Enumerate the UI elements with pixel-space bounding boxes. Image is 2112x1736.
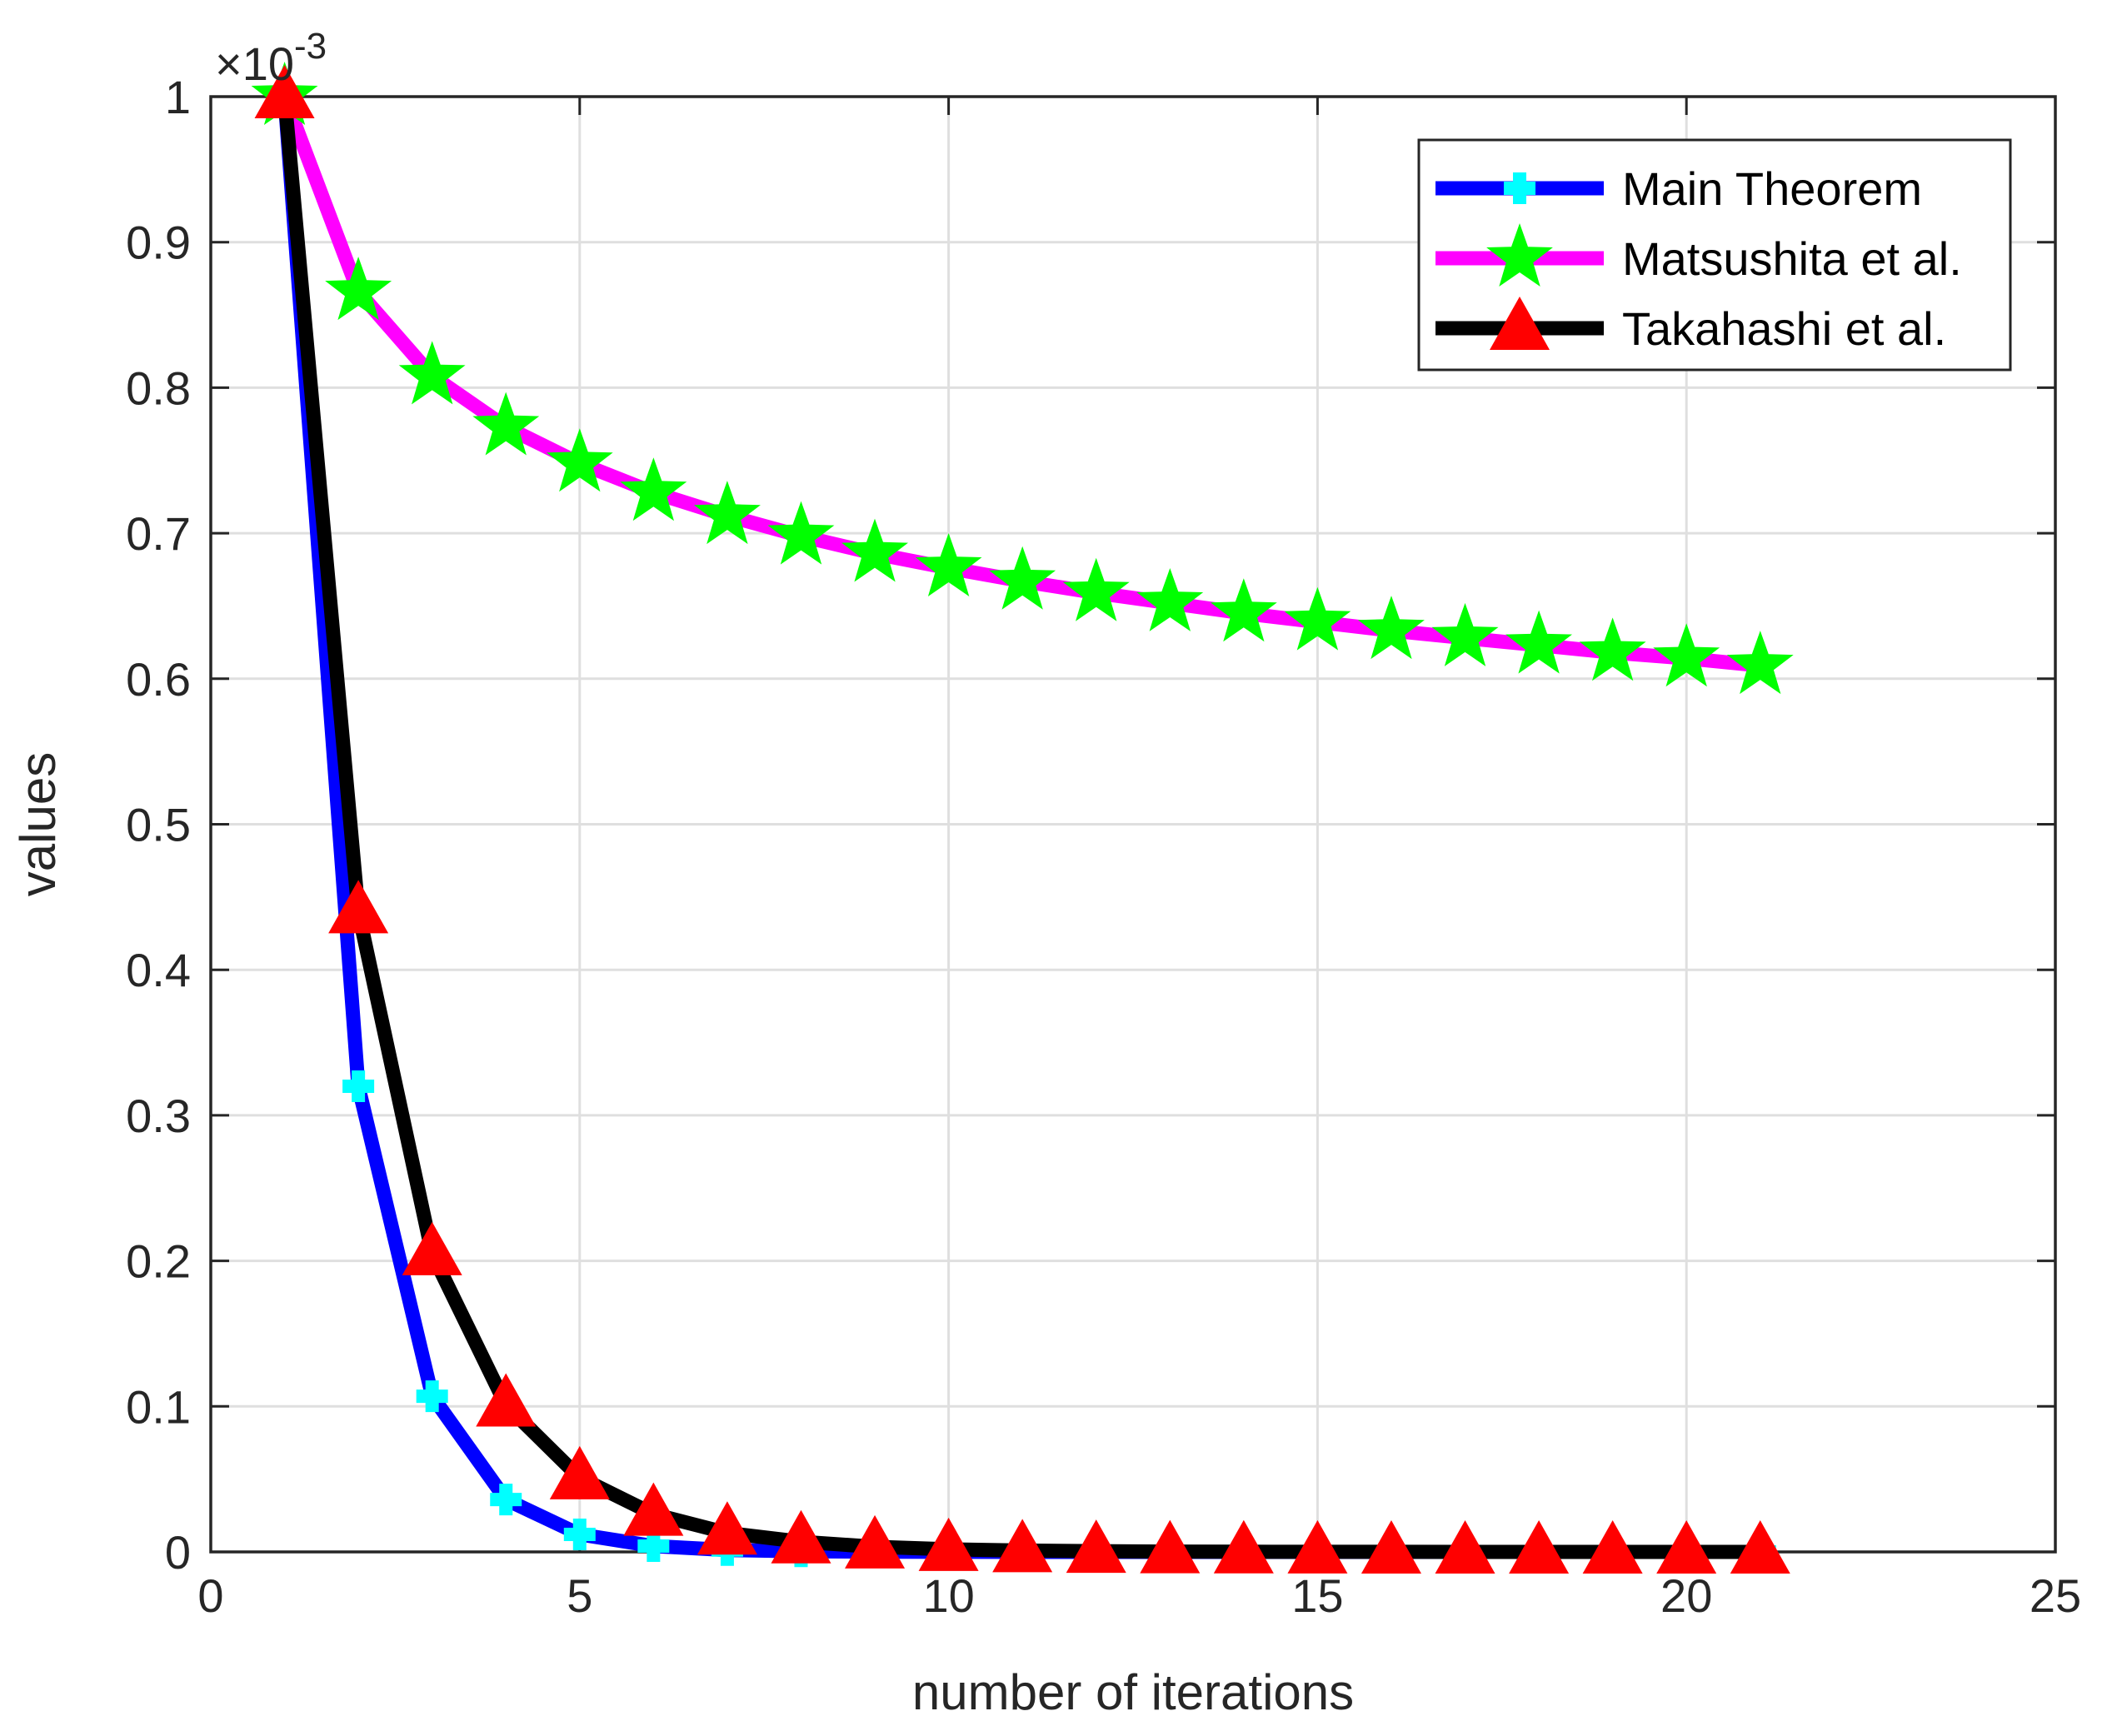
legend-marker	[1490, 297, 1550, 350]
y-tick-label: 0	[165, 1526, 191, 1579]
legend-entry: Main Theorem	[1435, 162, 1922, 215]
data-point	[398, 341, 466, 405]
data-point	[325, 257, 392, 321]
y-axis-multiplier: ×10-3	[215, 26, 327, 90]
y-tick-label: 0.4	[126, 944, 191, 996]
legend: Main Theorem Matsushita et al. Takahashi e…	[1417, 138, 2012, 372]
data-point	[1361, 1519, 1421, 1574]
legend-marker	[1504, 172, 1535, 204]
x-tick-label: 25	[2030, 1569, 2081, 1622]
y-tick-label: 0.9	[126, 217, 191, 269]
data-point	[1505, 610, 1572, 674]
y-tick-label: 0.6	[126, 653, 191, 706]
y-tick-label: 0.5	[126, 799, 191, 851]
data-point	[1435, 1519, 1495, 1574]
data-point	[1136, 568, 1204, 631]
data-point	[620, 457, 687, 521]
axis-ticks	[209, 95, 2057, 1554]
data-point	[845, 1514, 906, 1569]
data-point	[1358, 596, 1425, 660]
data-point	[637, 1530, 670, 1563]
x-tick-label: 20	[1660, 1569, 1712, 1622]
data-point	[1656, 1520, 1717, 1574]
data-point	[841, 518, 908, 582]
data-point	[1287, 1519, 1348, 1574]
data-point	[1579, 617, 1646, 681]
series-2	[251, 62, 1794, 695]
data-point	[992, 1519, 1053, 1573]
data-point	[563, 1519, 596, 1551]
data-point	[1140, 1519, 1201, 1574]
x-tick-label: 10	[922, 1569, 974, 1622]
y-tick-label: 0.2	[126, 1235, 191, 1288]
data-point	[476, 1373, 537, 1427]
legend-entry: Matsushita et al.	[1435, 223, 1962, 287]
data-point	[342, 1070, 375, 1102]
data-point	[1210, 578, 1277, 642]
multiplier-base: ×10	[215, 37, 294, 90]
legend-entries: Main Theorem Matsushita et al. Takahashi e…	[1435, 162, 1962, 355]
series-3	[254, 65, 1790, 1574]
legend-label: Takahashi et al.	[1622, 302, 1946, 355]
data-point	[546, 428, 613, 492]
tick-labels: 0 5 10 15 20 25 0 0.1 0.2 0.3 0.4 0.5 0.6 0.7 0.8 0.9 1	[126, 71, 2081, 1622]
data-point	[1730, 1520, 1790, 1574]
x-tick-label: 0	[197, 1569, 223, 1622]
data-point	[254, 65, 315, 118]
data-point	[1582, 1520, 1643, 1574]
y-tick-label: 0.8	[126, 362, 191, 414]
legend-label: Matsushita et al.	[1622, 232, 1962, 285]
data-point	[1066, 1519, 1126, 1574]
x-axis-label: number of iterations	[912, 1664, 1354, 1720]
data-point	[918, 1517, 979, 1571]
data-point	[1062, 557, 1130, 621]
x-tick-label: 5	[567, 1569, 592, 1622]
data-point	[1284, 586, 1351, 651]
data-point	[490, 1484, 522, 1516]
data-point	[989, 546, 1056, 610]
y-axis-label: values	[10, 752, 66, 896]
legend-entry: Takahashi et al.	[1435, 297, 1946, 355]
data-point	[416, 1380, 448, 1413]
multiplier-exponent: -3	[294, 26, 327, 67]
y-tick-label: 0.1	[126, 1380, 191, 1433]
data-point	[694, 481, 761, 545]
data-point	[402, 1221, 462, 1275]
data-point	[1653, 623, 1720, 687]
data-point	[1213, 1519, 1274, 1574]
data-series	[251, 62, 1794, 1574]
data-point	[771, 1509, 831, 1564]
y-tick-label: 0.7	[126, 507, 191, 560]
data-point	[915, 533, 982, 596]
y-tick-label: 0.3	[126, 1090, 191, 1142]
legend-label: Main Theorem	[1622, 162, 1922, 215]
legend-marker	[1486, 223, 1553, 287]
data-point	[1509, 1519, 1570, 1574]
data-point	[472, 392, 540, 456]
data-point	[697, 1501, 757, 1555]
data-point	[767, 501, 835, 565]
data-point	[623, 1482, 684, 1536]
y-tick-label: 1	[165, 71, 191, 123]
data-point	[549, 1445, 610, 1499]
data-point	[1431, 602, 1499, 666]
data-point	[328, 880, 389, 934]
x-tick-label: 15	[1291, 1569, 1343, 1622]
data-point	[1726, 631, 1794, 695]
